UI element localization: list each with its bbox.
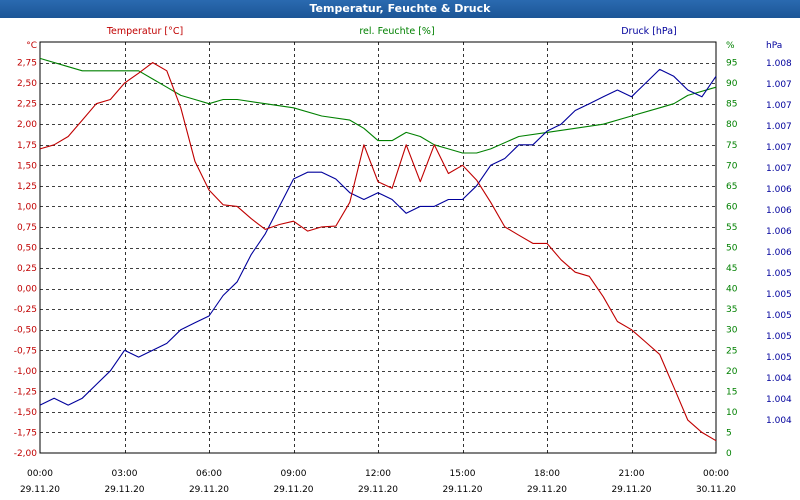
x-tick-time: 03:00: [112, 469, 138, 479]
humidity-axis-label: rel. Feuchte [%]: [359, 26, 434, 37]
humidity-tick-label: 85: [726, 100, 737, 110]
x-tick-date: 29.11.20: [189, 485, 229, 495]
temperature-tick-label: 0,75: [17, 223, 37, 233]
pressure-tick-label: 1.005: [766, 332, 792, 342]
x-tick-date: 30.11.20: [696, 485, 736, 495]
pressure-tick-label: 1.004: [766, 395, 792, 405]
pressure-tick-label: 1.005: [766, 290, 792, 300]
humidity-tick-label: 60: [726, 202, 738, 212]
temperature-tick-label: 1,50: [17, 161, 37, 171]
x-tick-date: 29.11.20: [273, 485, 313, 495]
x-tick-time: 15:00: [450, 469, 476, 479]
x-tick-date: 29.11.20: [611, 485, 651, 495]
humidity-tick-label: 5: [726, 428, 732, 438]
temperature-tick-label: 0,25: [17, 264, 37, 274]
pressure-tick-label: 1.005: [766, 353, 792, 363]
pressure-tick-label: 1.006: [766, 248, 792, 258]
x-tick-date: 29.11.20: [527, 485, 567, 495]
humidity-tick-label: 80: [726, 120, 738, 130]
humidity-tick-label: 45: [726, 264, 737, 274]
temperature-tick-label: 2,00: [17, 120, 37, 130]
temperature-tick-label: -1,00: [14, 367, 38, 377]
x-tick-date: 29.11.20: [442, 485, 482, 495]
temperature-tick-label: -2,00: [14, 449, 38, 459]
temperature-tick-label: -0,75: [14, 346, 37, 356]
x-tick-date: 29.11.20: [104, 485, 144, 495]
chart-canvas: 2,75 2,50 2,25 2,00 1,75 1,50 1,25 1,00 0,75 0,50…: [14, 26, 792, 495]
temperature-tick-label: 2,25: [17, 100, 37, 110]
pressure-tick-label: 1.007: [766, 122, 792, 132]
pressure-tick-label: 1.006: [766, 206, 792, 216]
temperature-tick-label: 0,00: [17, 285, 37, 295]
temperature-tick-label: -0,25: [14, 305, 37, 315]
temperature-tick-label: 1,75: [17, 141, 37, 151]
temperature-line: [39, 62, 717, 442]
humidity-tick-label: 65: [726, 182, 737, 192]
humidity-tick-label: 35: [726, 305, 737, 315]
temperature-tick-label: 2,75: [17, 59, 37, 69]
humidity-tick-label: 0: [726, 449, 732, 459]
pressure-tick-label: 1.007: [766, 80, 792, 90]
x-tick-time: 00:00: [703, 469, 729, 479]
pressure-axis-label: Druck [hPa]: [621, 26, 677, 37]
pressure-tick-label: 1.006: [766, 185, 792, 195]
pressure-tick-label: 1.008: [766, 59, 792, 69]
humidity-line: [39, 57, 717, 154]
humidity-tick-label: 20: [726, 367, 738, 377]
pressure-tick-label: 1.005: [766, 269, 792, 279]
temperature-tick-label: -1,50: [14, 408, 38, 418]
x-tick-time: 21:00: [619, 469, 645, 479]
humidity-tick-label: 55: [726, 223, 737, 233]
humidity-tick-label: 40: [726, 285, 738, 295]
pressure-tick-label: 1.007: [766, 143, 792, 153]
humidity-tick-label: 30: [726, 326, 738, 336]
x-tick-time: 00:00: [27, 469, 53, 479]
temperature-tick-label: -1,75: [14, 428, 37, 438]
pressure-line: [39, 68, 717, 406]
humidity-tick-label: 15: [726, 387, 737, 397]
temperature-tick-label: -1,25: [14, 387, 37, 397]
window-title: Temperatur, Feuchte & Druck: [0, 0, 800, 18]
humidity-tick-label: 25: [726, 346, 737, 356]
x-tick-time: 06:00: [196, 469, 222, 479]
humidity-tick-label: 50: [726, 244, 738, 254]
humidity-tick-label: 90: [726, 79, 738, 89]
pressure-tick-label: 1.007: [766, 164, 792, 174]
x-tick-time: 09:00: [281, 469, 307, 479]
pressure-tick-label: 1.007: [766, 101, 792, 111]
x-tick-date: 29.11.20: [20, 485, 60, 495]
humidity-unit-label: %: [726, 41, 735, 51]
temperature-tick-label: 0,50: [17, 244, 37, 254]
pressure-unit-label: hPa: [766, 41, 782, 51]
pressure-tick-label: 1.004: [766, 374, 792, 384]
humidity-tick-label: 70: [726, 161, 738, 171]
temperature-tick-label: 2,50: [17, 79, 37, 89]
temperature-axis-label: Temperatur [°C]: [106, 26, 183, 37]
x-tick-time: 12:00: [365, 469, 391, 479]
temperature-tick-label: 1,25: [17, 182, 37, 192]
humidity-tick-label: 95: [726, 59, 737, 69]
humidity-tick-label: 10: [726, 408, 738, 418]
x-tick-time: 18:00: [534, 469, 560, 479]
pressure-tick-label: 1.004: [766, 416, 792, 426]
temperature-unit-label: °C: [26, 41, 37, 51]
humidity-tick-label: 75: [726, 141, 737, 151]
x-tick-date: 29.11.20: [358, 485, 398, 495]
pressure-tick-label: 1.006: [766, 227, 792, 237]
pressure-tick-label: 1.005: [766, 311, 792, 321]
temperature-tick-label: 1,00: [17, 202, 37, 212]
temperature-tick-label: -0,50: [14, 326, 38, 336]
plot-area: [39, 41, 717, 454]
